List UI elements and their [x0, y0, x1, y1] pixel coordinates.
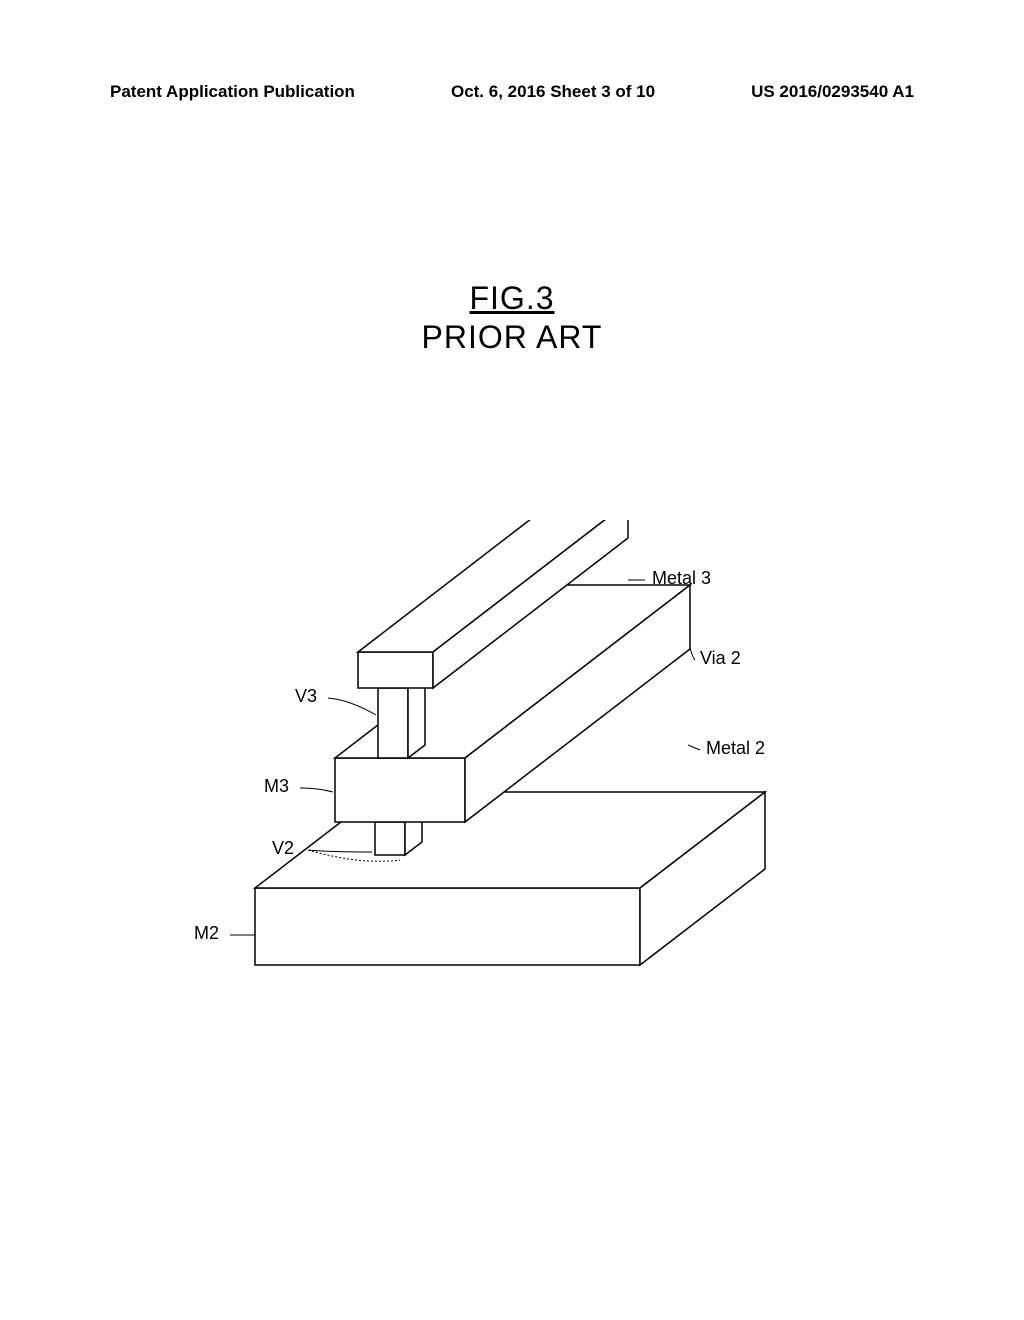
figure-number: FIG.3	[469, 280, 554, 317]
label-v2: V2	[272, 838, 294, 859]
label-m3: M3	[264, 776, 289, 797]
label-via2: Via 2	[700, 648, 741, 669]
header-center: Oct. 6, 2016 Sheet 3 of 10	[451, 82, 655, 102]
label-m2: M2	[194, 923, 219, 944]
figure-title-block: FIG.3 PRIOR ART	[0, 280, 1024, 356]
label-metal3: Metal 3	[652, 568, 711, 589]
label-metal2: Metal 2	[706, 738, 765, 759]
figure-diagram: V3 M3 V2 M2 Metal 3 Via 2 Metal 2	[200, 520, 820, 1000]
header-left: Patent Application Publication	[110, 82, 355, 102]
diagram-svg	[200, 520, 820, 1000]
page-header: Patent Application Publication Oct. 6, 2…	[110, 82, 914, 102]
label-v3: V3	[295, 686, 317, 707]
figure-subtitle: PRIOR ART	[0, 319, 1024, 356]
header-right: US 2016/0293540 A1	[751, 82, 914, 102]
